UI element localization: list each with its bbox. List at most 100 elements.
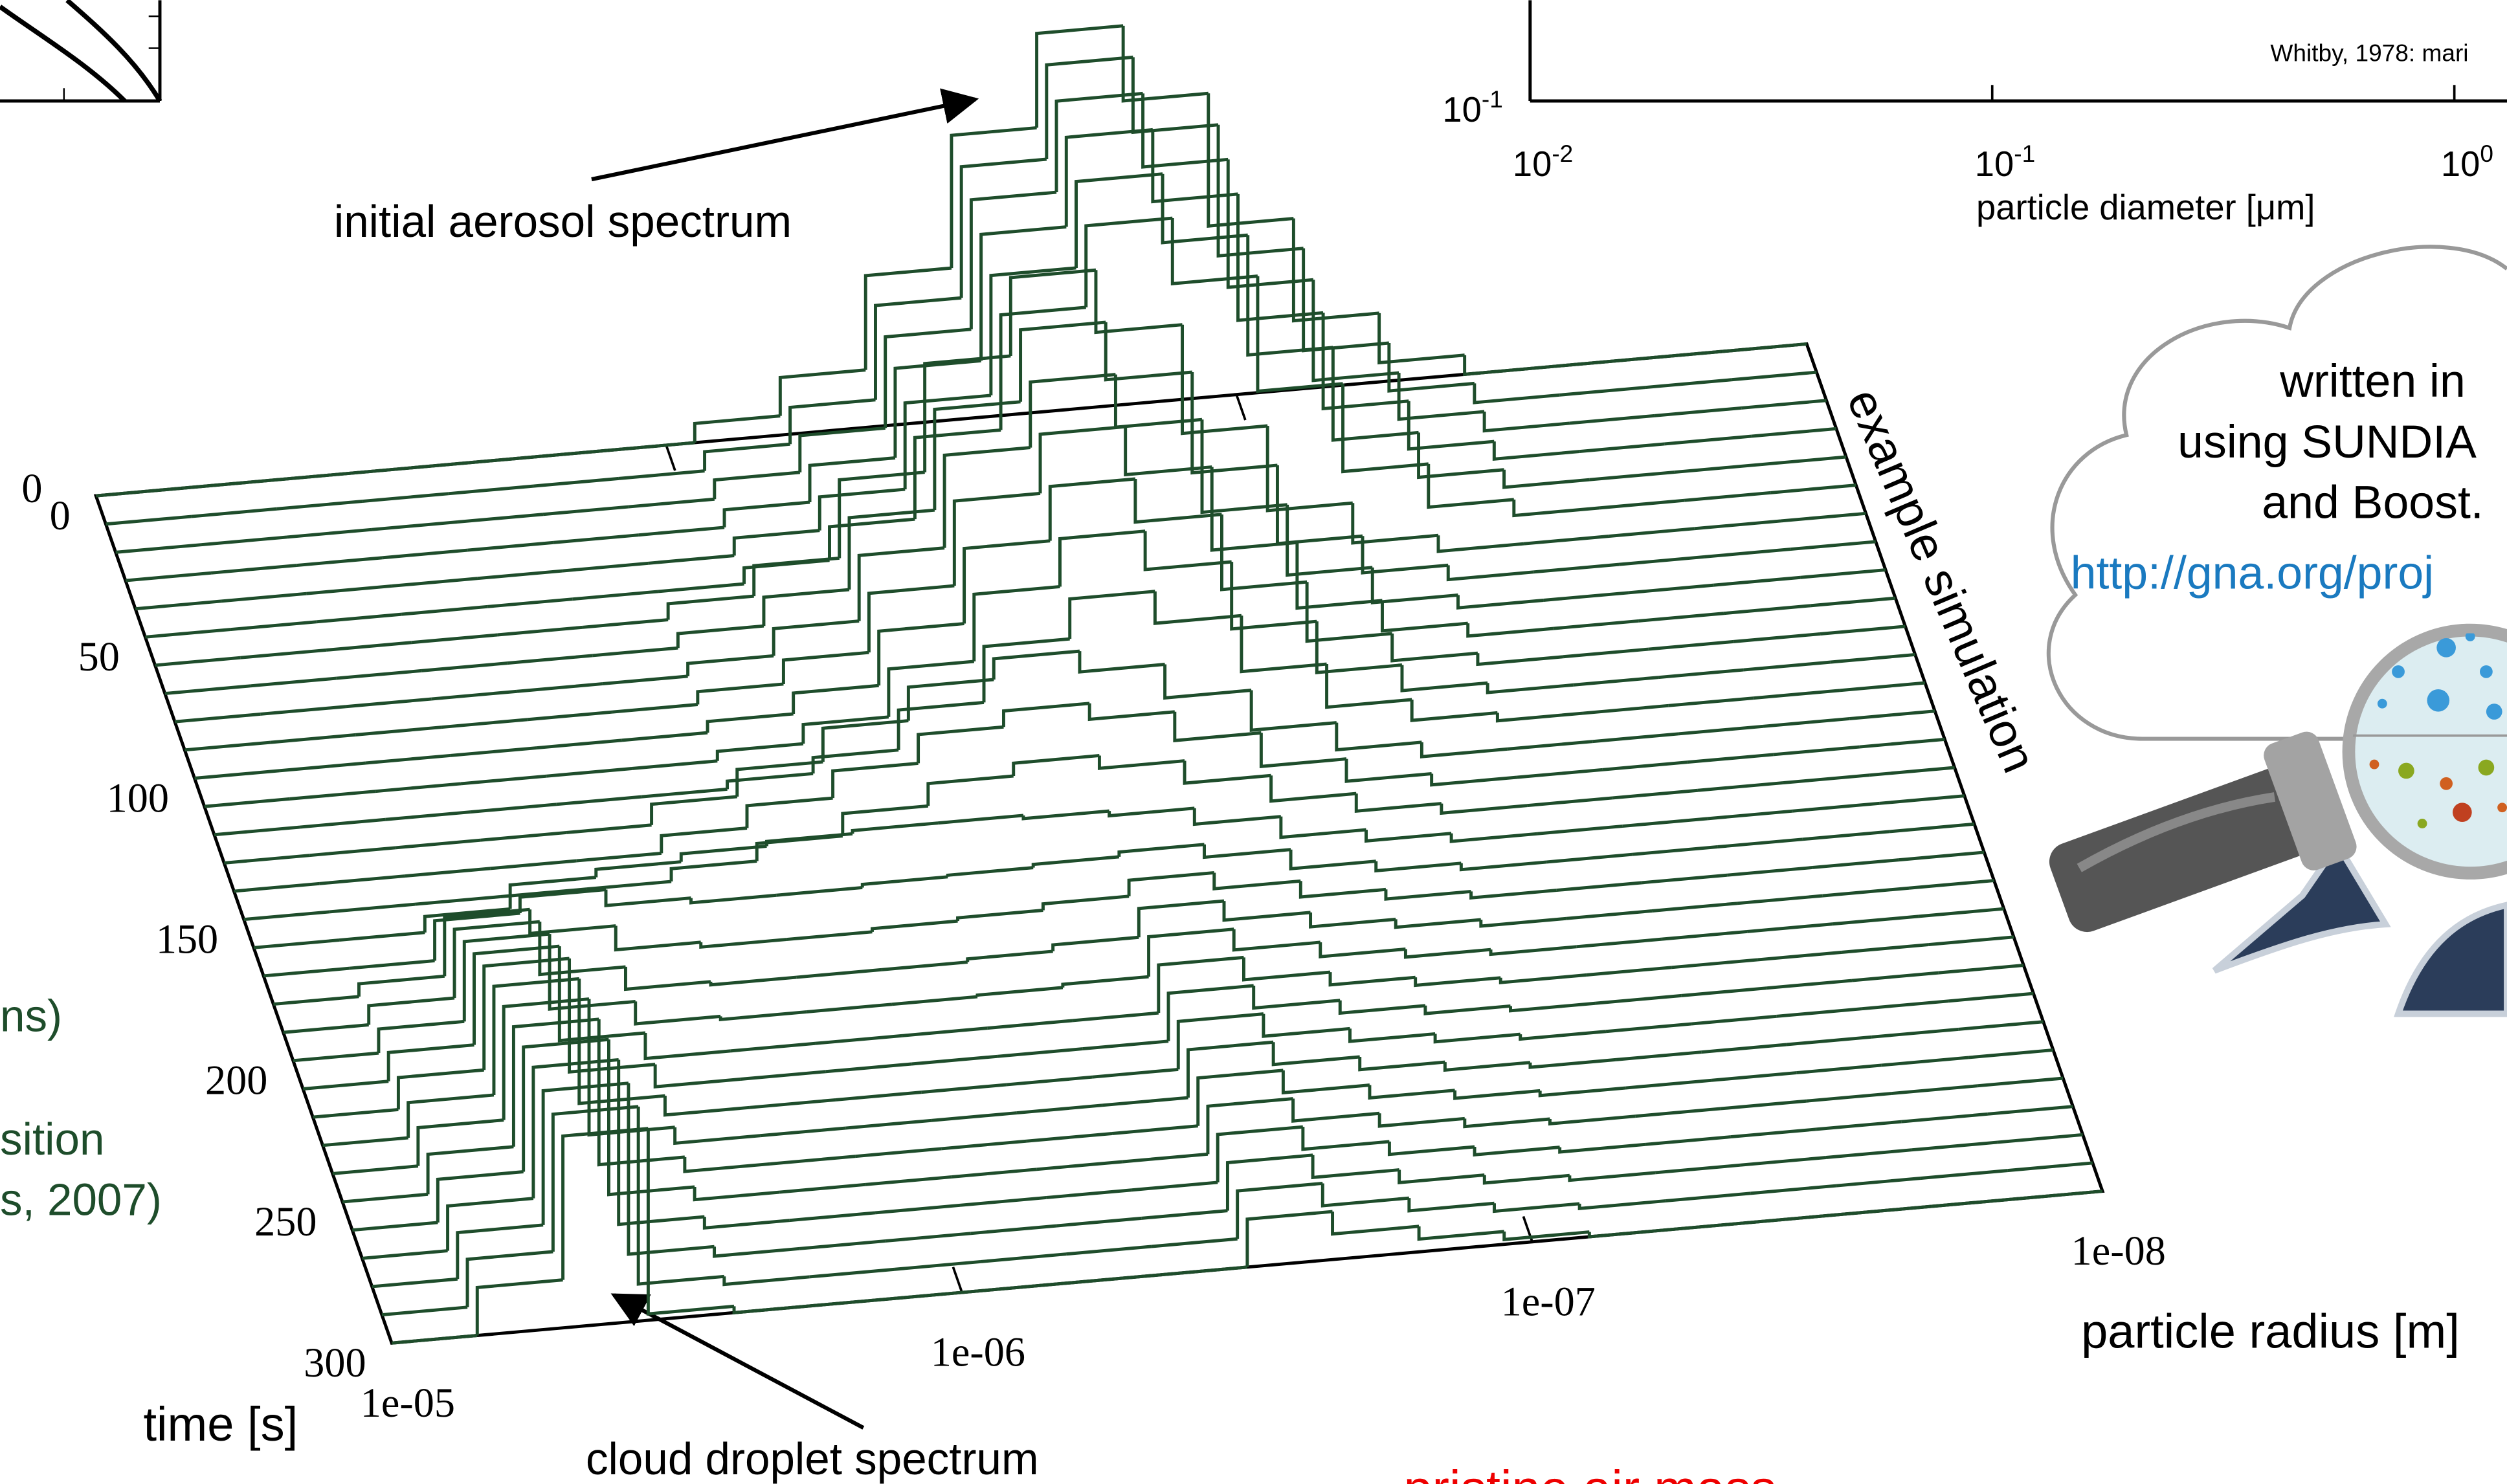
- histogram-step: [1908, 879, 1994, 890]
- histogram-step: [1398, 1169, 1485, 1184]
- histogram-step: [1176, 1012, 1264, 1070]
- histogram-step: [1812, 858, 1900, 869]
- histogram-step: [732, 1303, 819, 1314]
- histogram-step: [893, 359, 981, 458]
- histogram-step: [1556, 881, 1643, 892]
- histogram-step: [243, 910, 330, 922]
- histogram-step: [561, 1127, 649, 1280]
- histogram-step: [845, 1118, 932, 1130]
- histogram-step: [1463, 1117, 1550, 1129]
- histogram-step: [673, 1127, 761, 1146]
- histogram-step: [941, 1139, 1027, 1151]
- histogram-step: [1440, 803, 1528, 815]
- histogram-step: [786, 930, 873, 942]
- histogram-step: [1092, 1067, 1179, 1079]
- histogram-step: [502, 997, 590, 1120]
- histogram-step: [329, 902, 416, 914]
- histogram-step: [816, 1034, 902, 1045]
- histogram-step: [1151, 1237, 1238, 1248]
- histogram-step: [722, 1275, 810, 1287]
- histogram-step: [713, 1246, 800, 1258]
- histogram-step: [1094, 270, 1183, 335]
- histogram-step: [426, 1145, 514, 1195]
- histogram-step: [273, 995, 359, 1006]
- histogram-step: [1493, 1202, 1580, 1213]
- histogram-step: [730, 1041, 816, 1053]
- histogram-step: [1012, 754, 1100, 777]
- histogram-step: [683, 1157, 770, 1173]
- histogram-step: [1026, 1132, 1113, 1143]
- histogram-step: [508, 876, 596, 909]
- histogram-step: [1151, 129, 1238, 204]
- histogram-step: [497, 625, 583, 637]
- histogram-step: [740, 1070, 827, 1081]
- histogram-step: [1731, 370, 1817, 382]
- histogram-step: [396, 1068, 484, 1110]
- histogram-step: [1829, 653, 1915, 664]
- histogram-step: [1387, 1141, 1475, 1157]
- histogram-step: [210, 564, 297, 575]
- histogram-step: [174, 713, 261, 724]
- histogram-step: [923, 354, 1011, 472]
- histogram-step: [770, 1155, 856, 1166]
- histogram-step: [1723, 604, 1811, 615]
- histogram-step: [759, 1126, 846, 1138]
- histogram-step: [1612, 788, 1699, 800]
- histogram-step: [1502, 1230, 1590, 1241]
- histogram-step: [776, 886, 863, 897]
- spectrum-line: [302, 935, 2014, 1091]
- histogram-step: [1075, 172, 1163, 268]
- histogram-step: [1919, 907, 2004, 918]
- histogram-step: [937, 814, 1024, 825]
- histogram-step: [641, 787, 728, 799]
- histogram-step: [952, 491, 1041, 586]
- cloud: [2046, 245, 2507, 741]
- x-tick-label: 100: [2441, 140, 2493, 184]
- x-tick: [1805, 343, 1817, 370]
- histogram-step: [1210, 467, 1298, 552]
- histogram-step: [194, 769, 280, 780]
- spectrum-line: [135, 172, 1847, 611]
- histogram-step: [679, 845, 767, 862]
- histogram-step: [913, 428, 1001, 520]
- x-tick-label: 1e-06: [931, 1329, 1025, 1375]
- histogram-step: [838, 471, 925, 559]
- histogram-step: [1958, 1020, 2044, 1031]
- spectrum-line: [313, 957, 2024, 1119]
- histogram-step: [1328, 972, 1416, 987]
- histogram-step: [1499, 973, 1587, 984]
- histogram-step: [1609, 527, 1695, 538]
- histogram-step: [1900, 1112, 1989, 1124]
- waterfall-chart: 1e-05 1e-06 1e-07 1e-08 0 50 100 150 200 250 300 0: [21, 24, 2166, 1426]
- histogram-step: [1384, 889, 1471, 901]
- histogram-step: [808, 456, 896, 502]
- spectrum-line: [362, 1058, 2073, 1260]
- histogram-step: [779, 1182, 865, 1194]
- histogram-step: [592, 646, 678, 658]
- histogram-step: [1721, 342, 1807, 353]
- histogram-step: [367, 996, 455, 1025]
- histogram-step: [1486, 683, 1574, 694]
- histogram-step: [1381, 600, 1468, 633]
- histogram-step: [230, 620, 317, 632]
- histogram-step: [355, 725, 441, 736]
- histogram-step: [1084, 216, 1173, 307]
- histogram-step: [386, 1043, 474, 1081]
- annotation-arrow: [610, 1293, 865, 1430]
- histogram-step: [1222, 901, 1311, 922]
- histogram-step: [1397, 373, 1485, 421]
- histogram-step: [1502, 469, 1590, 489]
- histogram-step: [1031, 855, 1120, 868]
- histogram-step: [1563, 647, 1649, 659]
- spectrum-line: [263, 822, 1975, 978]
- histogram-step: [1291, 218, 1379, 323]
- histogram-step: [1443, 1061, 1531, 1072]
- histogram-step: [792, 683, 879, 714]
- histogram-step: [1072, 1011, 1159, 1023]
- histogram-step: [1537, 825, 1623, 836]
- link[interactable]: http://gna.org/proj: [2071, 547, 2434, 599]
- histogram-step: [1121, 25, 1209, 103]
- histogram-step: [1750, 1184, 1836, 1195]
- spectrum-line: [253, 794, 1965, 949]
